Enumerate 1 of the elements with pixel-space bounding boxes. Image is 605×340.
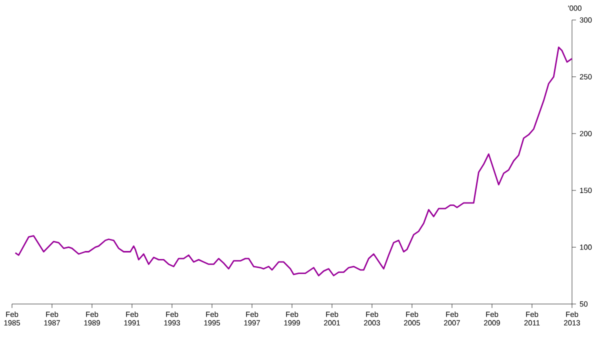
- line-series: [14, 46, 573, 276]
